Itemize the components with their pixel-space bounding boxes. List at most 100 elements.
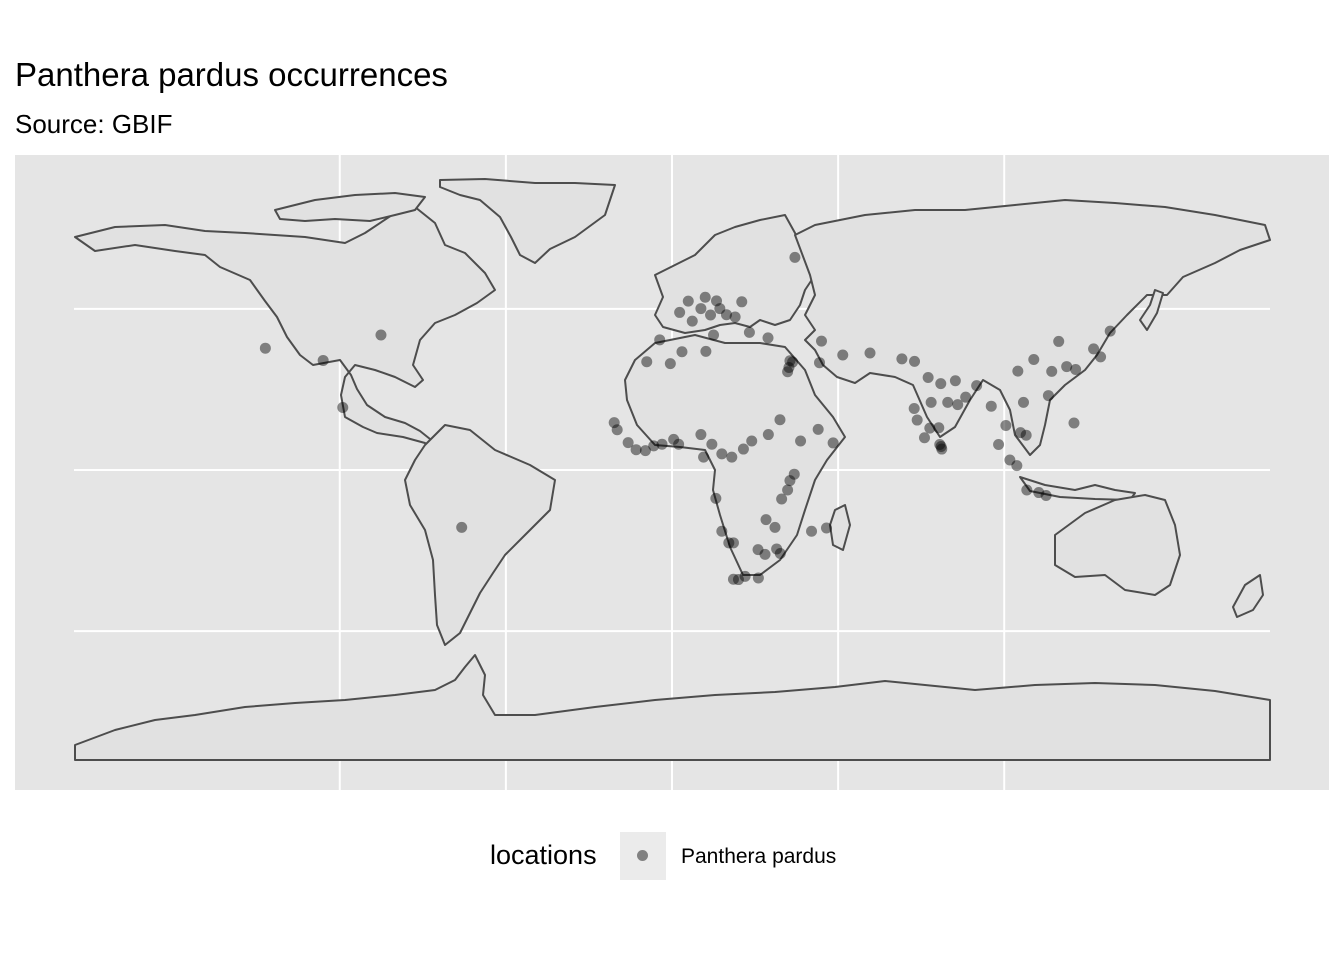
occurrence-point: [911, 414, 923, 426]
occurrence-point: [732, 574, 744, 586]
occurrence-point: [1015, 427, 1027, 439]
occurrence-point: [727, 573, 739, 585]
occurrence-point: [1011, 460, 1023, 472]
occurrence-point: [783, 362, 795, 374]
occurrence-point: [1070, 363, 1082, 375]
occurrence-point: [1028, 353, 1040, 365]
occurrence-point: [622, 437, 634, 449]
occurrence-point: [1000, 420, 1012, 432]
occurrence-point: [746, 435, 758, 447]
occurrence-point: [1046, 365, 1058, 377]
occurrence-point: [935, 378, 947, 390]
occurrence-point: [716, 525, 728, 537]
occurrence-point: [711, 295, 723, 307]
occurrence-point: [782, 484, 794, 496]
occurrence-point: [682, 295, 694, 307]
occurrence-point: [924, 422, 936, 434]
occurrence-point: [1004, 454, 1016, 466]
occurrence-point: [698, 451, 710, 463]
occurrence-point: [952, 399, 964, 411]
occurrence-point: [695, 429, 707, 441]
occurrence-point: [656, 438, 668, 450]
occurrence-point: [736, 296, 748, 308]
occurrence-point: [837, 349, 849, 361]
occurrence-point: [774, 414, 786, 426]
occurrence-point: [752, 544, 764, 556]
occurrence-point: [706, 438, 718, 450]
occurrence-point: [762, 332, 774, 344]
occurrence-point: [769, 521, 781, 533]
chart-subtitle: Source: GBIF: [15, 109, 173, 139]
occurrence-point: [795, 435, 807, 447]
occurrence-point: [608, 417, 620, 429]
occurrence-point: [317, 354, 329, 366]
australia-landmass: [1054, 494, 1181, 596]
occurrence-point: [918, 432, 930, 444]
occurrence-point: [1068, 417, 1080, 429]
occurrence-point: [971, 380, 983, 392]
occurrence-point: [1061, 361, 1073, 373]
occurrence-point: [714, 303, 726, 315]
occurrence-point: [787, 356, 799, 368]
legend-label: Panthera pardus: [681, 845, 837, 868]
occurrence-point: [375, 329, 387, 341]
greenland-landmass: [439, 178, 616, 264]
occurrence-points: [259, 251, 1116, 586]
occurrence-point: [716, 448, 728, 460]
occurrence-point: [1104, 325, 1116, 337]
occurrence-point: [729, 311, 741, 323]
occurrence-point: [776, 493, 788, 505]
occurrence-point: [337, 401, 349, 413]
occurrence-point: [686, 315, 698, 327]
occurrence-point: [1053, 335, 1065, 347]
world-map: [15, 155, 1329, 790]
occurrence-point: [936, 443, 948, 455]
chart-title: Panthera pardus occurrences: [15, 56, 448, 93]
occurrence-point: [1033, 487, 1045, 499]
occurrence-point: [1042, 390, 1054, 402]
occurrence-point: [925, 396, 937, 408]
occurrence-point: [1017, 396, 1029, 408]
occurrence-point: [820, 522, 832, 534]
new-zealand-landmass: [1232, 574, 1264, 618]
occurrence-point: [710, 492, 722, 504]
europe-landmass: [654, 214, 816, 334]
occurrence-point: [699, 291, 711, 303]
occurrence-point: [674, 306, 686, 318]
occurrence-point: [759, 548, 771, 560]
occurrence-point: [827, 437, 839, 449]
occurrence-point: [700, 345, 712, 357]
madagascar-landmass: [829, 504, 851, 551]
occurrence-point: [985, 400, 997, 412]
occurrence-point: [774, 547, 786, 559]
land-layer: [74, 178, 1271, 761]
occurrence-point: [630, 444, 642, 456]
occurrence-point: [668, 433, 680, 445]
occurrence-point: [771, 543, 783, 555]
occurrence-point: [812, 423, 824, 435]
occurrence-point: [456, 521, 468, 533]
occurrence-point: [752, 572, 764, 584]
occurrence-point: [922, 372, 934, 384]
occurrence-point: [720, 309, 732, 321]
legend-point-icon: [637, 850, 648, 861]
occurrence-point: [762, 429, 774, 441]
occurrence-point: [1088, 343, 1100, 355]
occurrence-point: [1012, 365, 1024, 377]
occurrence-point: [739, 570, 751, 582]
occurrence-point: [1095, 351, 1107, 363]
occurrence-point: [784, 475, 796, 487]
occurrence-point: [760, 514, 772, 526]
occurrence-point: [934, 439, 946, 451]
asia-landmass: [794, 199, 1271, 456]
occurrence-point: [935, 440, 947, 452]
occurrence-point: [648, 440, 660, 452]
occurrence-point: [727, 537, 739, 549]
south-america-landmass: [404, 424, 556, 646]
arctic-islands: [274, 192, 426, 222]
indonesia-islands: [1019, 476, 1136, 501]
occurrence-point: [814, 357, 826, 369]
occurrence-point: [726, 451, 738, 463]
occurrence-point: [942, 396, 954, 408]
occurrence-point: [654, 334, 666, 346]
